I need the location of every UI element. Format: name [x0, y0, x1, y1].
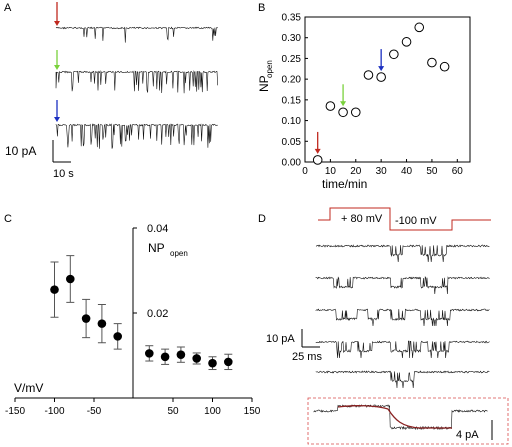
x-tick-label-b-4: 40 [401, 166, 413, 177]
panel-b-chart: 0 10 20 30 40 50 60 0.00 0.05 0.10 0.15 0.20 0.25 0.3… [257, 13, 471, 191]
y-tick-label-b-5: 0.25 [282, 54, 302, 65]
y-tick-label-b-0: 0.00 [282, 158, 302, 169]
scale-time-label: 10 s [53, 168, 74, 180]
y-axis-label-b: NP [257, 75, 271, 92]
point-c-5 [145, 349, 154, 358]
point-c-9 [208, 358, 217, 368]
ticks-c: -150 -100 -50 50 100 150 0.02 0.04 [5, 223, 261, 417]
sweep-trace-4 [315, 370, 490, 389]
single-channel-traces [54, 2, 218, 149]
ticks-b: 0 10 20 30 40 50 60 0.00 0.05 0.10 0.15 0.20 0.25 0.3… [282, 13, 464, 178]
protocol-pos-label: + 80 mV [341, 213, 383, 225]
y-tick-label-b-3: 0.15 [282, 95, 302, 106]
sweep-trace-2 [315, 308, 490, 327]
inset-scale-label: 4 pA [456, 429, 479, 441]
arrow-green-head [54, 65, 60, 70]
point-c-8 [192, 354, 201, 363]
protocol-neg-label: -100 mV [395, 215, 437, 227]
x-tick-label-c-3: 50 [167, 406, 179, 417]
arrow-b-green-head [340, 101, 347, 107]
sweep-trace-0 [315, 244, 490, 263]
point-b-4 [363, 70, 374, 80]
point-b-0 [312, 155, 323, 165]
sweep-traces [315, 244, 490, 389]
x-tick-label-b-5: 50 [426, 166, 438, 177]
inset-trace [313, 404, 488, 431]
y-axis-label-c: NP [148, 241, 165, 255]
panel-label-a: A [4, 2, 12, 14]
points-b [312, 22, 450, 165]
arrow-blue-head [54, 117, 60, 122]
y-tick-label-b-7: 0.35 [282, 13, 302, 24]
x-tick-label-c-4: 100 [204, 406, 221, 417]
point-c-4 [113, 332, 122, 341]
panel-c-chart: -150 -100 -50 50 100 150 0.02 0.04 V/mV NP open [5, 223, 261, 417]
scale-bar-a: 10 pA 10 s [5, 140, 74, 180]
point-c-1 [66, 274, 75, 284]
x-axis-label-b: time/min [322, 177, 367, 191]
point-b-6 [389, 49, 399, 60]
panel-label-c: C [4, 213, 12, 225]
point-c-7 [176, 350, 186, 359]
panel-label-b: B [258, 2, 265, 14]
y-tick-label-b-6: 0.30 [282, 33, 302, 44]
point-b-1 [325, 101, 336, 111]
point-c-0 [50, 285, 59, 294]
x-axis-label-c: V/mV [14, 381, 43, 395]
sweep-trace-3 [315, 340, 490, 359]
y-tick-label-c-0: 0.02 [147, 308, 168, 320]
trace-a-2 [55, 70, 218, 94]
y-axis-label-sub-c: open [170, 249, 188, 258]
inset-raw-trace [313, 404, 488, 431]
x-tick-label-c-1: -100 [44, 406, 64, 417]
voltage-protocol: + 80 mV -100 mV [318, 207, 491, 231]
sweep-trace-1 [315, 276, 490, 295]
x-tick-label-b-3: 30 [376, 166, 388, 177]
point-c-10 [224, 357, 233, 367]
point-c-3 [97, 319, 107, 328]
panel-a: 10 pA 10 s [5, 2, 218, 180]
panel-label-d: D [258, 213, 266, 225]
x-tick-label-c-5: 150 [244, 406, 261, 417]
arrow-b-blue-head [378, 66, 385, 72]
point-c-2 [81, 314, 91, 323]
x-tick-label-c-2: -50 [87, 406, 102, 417]
trace-a-3 [55, 123, 218, 149]
inset-box [307, 397, 509, 445]
point-c-6 [160, 352, 170, 362]
y-tick-label-b-4: 0.20 [282, 75, 302, 86]
point-b-8 [414, 22, 425, 33]
x-tick-label-b-0: 0 [302, 166, 308, 177]
scale-bar-d: 10 pA 25 ms [266, 329, 322, 363]
point-b-9 [427, 57, 437, 68]
y-tick-label-c-1: 0.04 [147, 223, 168, 235]
arrows-b [314, 49, 385, 154]
scale-current-label: 10 pA [5, 144, 36, 158]
point-b-7 [401, 37, 412, 47]
inset-fit-curve [337, 405, 452, 429]
point-b-5 [376, 72, 386, 82]
panel-d: + 80 mV -100 mV 10 pA 25 ms 4 pA [266, 207, 509, 445]
x-tick-label-b-1: 10 [325, 166, 337, 177]
x-tick-label-c-0: -150 [5, 406, 25, 417]
axes-b [304, 16, 471, 163]
point-b-3 [350, 107, 361, 118]
y-tick-label-b-2: 0.10 [282, 116, 302, 127]
points-c [50, 255, 233, 371]
x-tick-label-b-2: 20 [350, 166, 362, 177]
trace-a-1 [55, 26, 218, 43]
y-tick-label-b-1: 0.05 [282, 137, 302, 148]
x-tick-label-b-6: 60 [452, 166, 464, 177]
scale-current-label-d: 10 pA [266, 333, 295, 345]
point-b-2 [338, 107, 348, 118]
plot-frame-b [304, 16, 471, 163]
scale-time-label-d: 25 ms [292, 351, 322, 363]
y-axis-label-sub-b: open [265, 60, 274, 78]
point-b-10 [439, 61, 450, 72]
arrow-red-head [54, 21, 60, 26]
arrow-b-red-head [314, 148, 321, 154]
